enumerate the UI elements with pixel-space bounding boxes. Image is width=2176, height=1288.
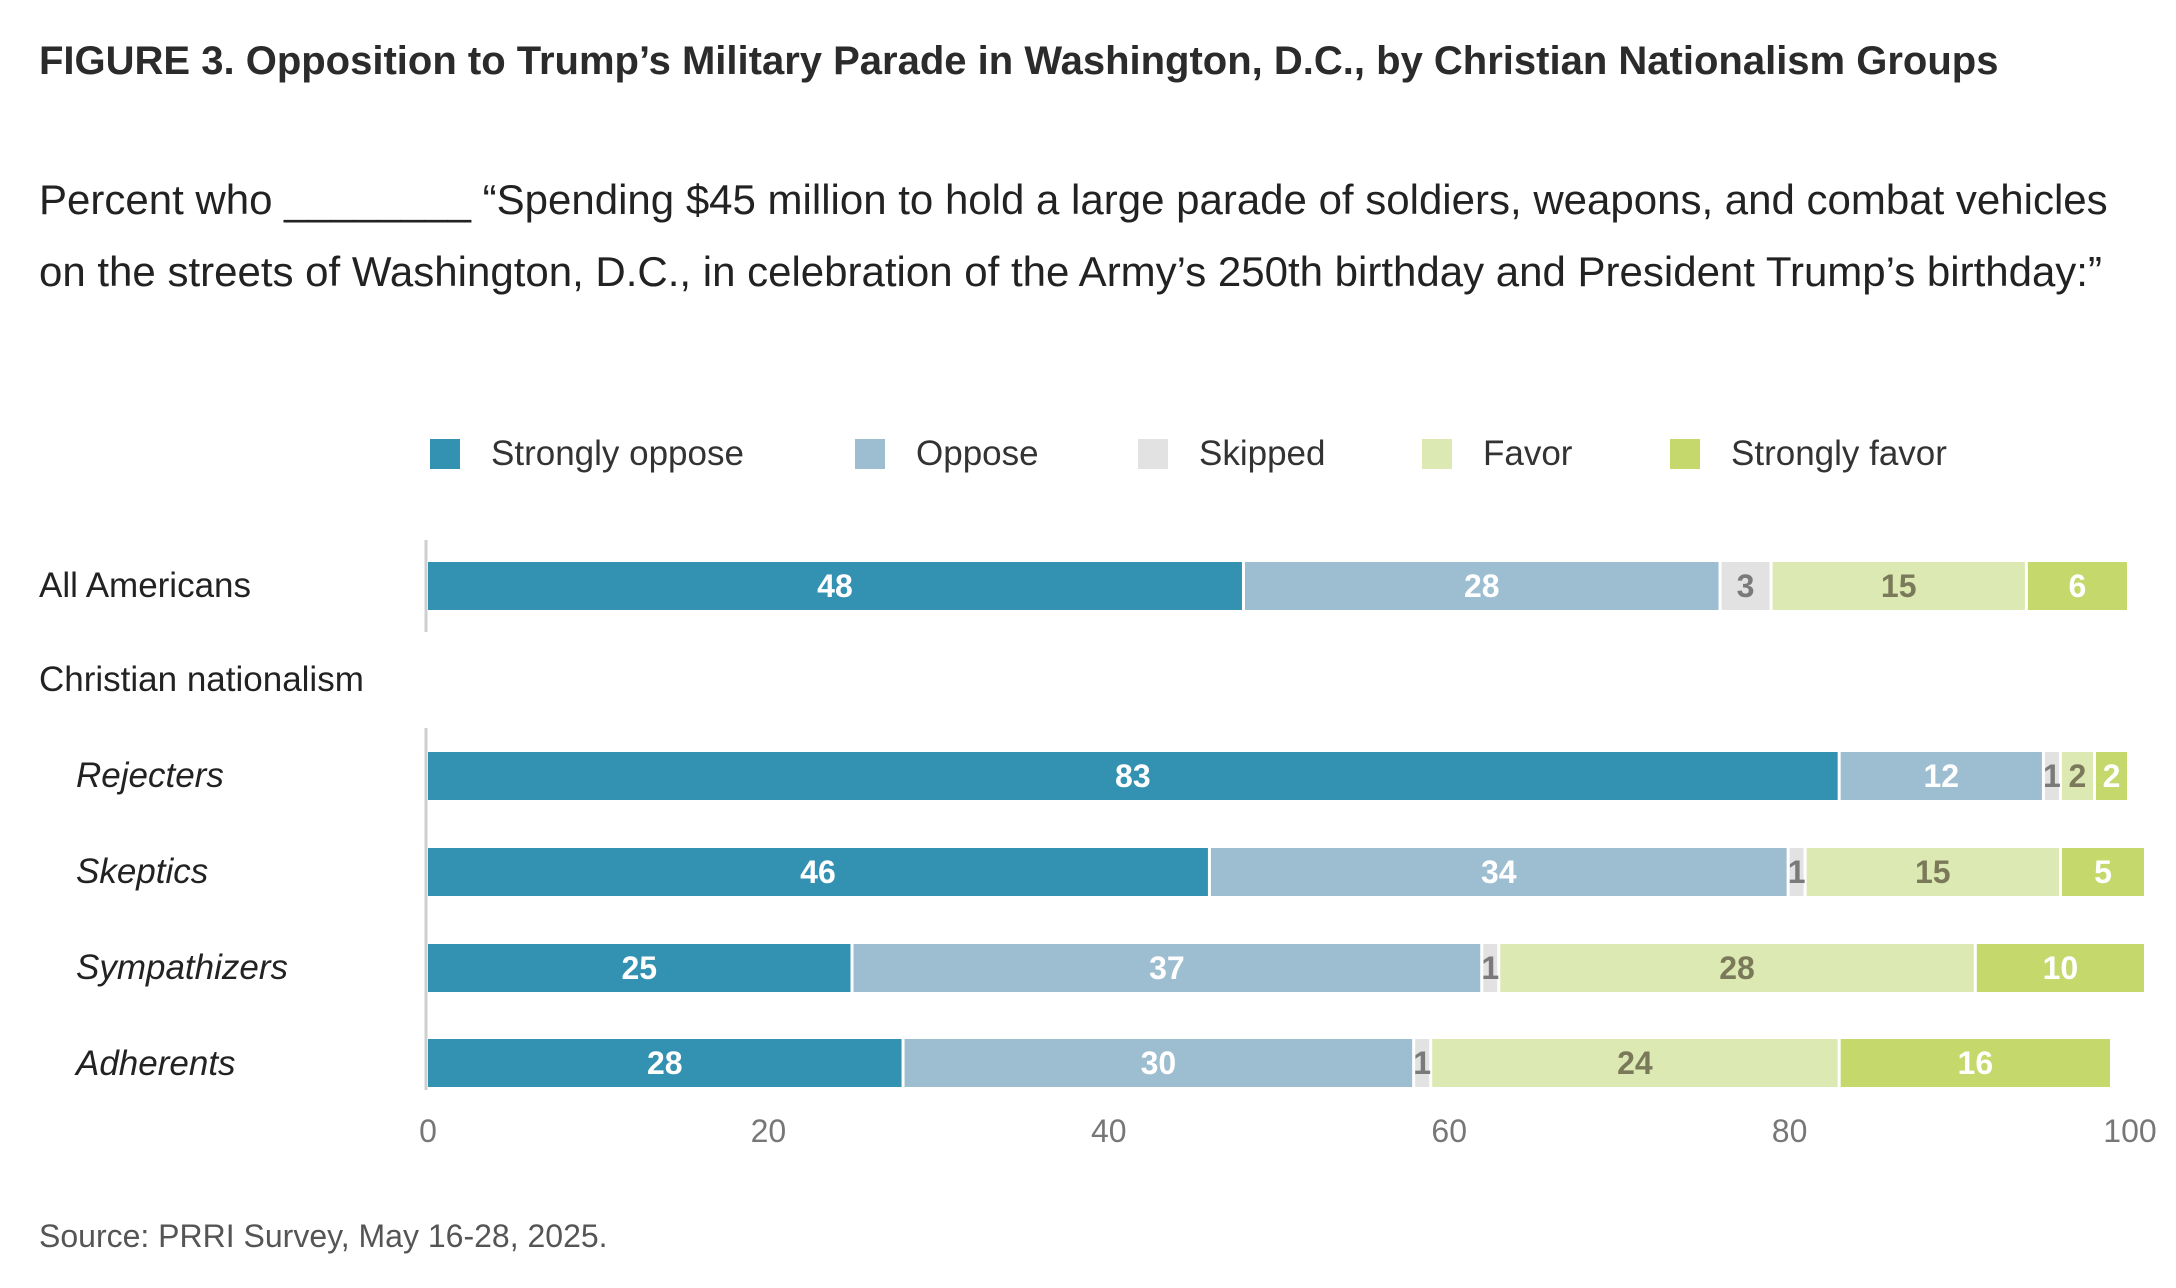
data-label-skeptics-strongly-oppose: 46: [800, 854, 836, 890]
data-label-adherents-strongly-favor: 16: [1958, 1045, 1994, 1081]
data-label-sympathizers-oppose: 37: [1149, 950, 1185, 986]
data-label-all-americans-strongly-favor: 6: [2069, 568, 2087, 604]
chart-title: FIGURE 3. Opposition to Trump’s Military…: [39, 39, 1999, 83]
bar-sympathizers-strongly-oppose: [428, 944, 851, 992]
legend-swatch-oppose: [855, 439, 885, 469]
data-label-sympathizers-skipped: 1: [1481, 950, 1499, 986]
legend-swatch-skipped: [1138, 439, 1168, 469]
bar-sympathizers-favor: [1500, 944, 1974, 992]
data-label-rejecters-oppose: 12: [1923, 758, 1959, 794]
bar-adherents-strongly-oppose: [428, 1039, 902, 1087]
data-label-rejecters-skipped: 1: [2043, 758, 2061, 794]
data-label-sympathizers-favor: 28: [1719, 950, 1755, 986]
bar-all-americans-skipped: [1721, 562, 1770, 610]
data-label-rejecters-strongly-favor: 2: [2103, 758, 2121, 794]
bar-sympathizers-skipped: [1483, 944, 1498, 992]
source-note: Source: PRRI Survey, May 16-28, 2025.: [39, 1218, 608, 1254]
bar-skeptics-strongly-oppose: [428, 848, 1208, 896]
data-label-sympathizers-strongly-favor: 10: [2043, 950, 2079, 986]
data-label-all-americans-oppose: 28: [1464, 568, 1500, 604]
bar-skeptics-favor: [1806, 848, 2059, 896]
bar-adherents-favor: [1432, 1039, 1838, 1087]
bar-adherents-strongly-favor: [1840, 1039, 2110, 1087]
data-label-all-americans-favor: 15: [1881, 568, 1917, 604]
x-tick-label-40: 40: [1091, 1113, 1127, 1149]
bar-all-americans-strongly-oppose: [428, 562, 1242, 610]
data-label-skeptics-strongly-favor: 5: [2094, 854, 2112, 890]
bar-skeptics-skipped: [1789, 848, 1804, 896]
legend-label-strongly-favor: Strongly favor: [1731, 434, 1947, 473]
bar-rejecters-oppose: [1840, 752, 2042, 800]
x-tick-label-20: 20: [751, 1113, 787, 1149]
data-label-skeptics-favor: 15: [1915, 854, 1951, 890]
data-label-skeptics-skipped: 1: [1788, 854, 1806, 890]
data-label-adherents-favor: 24: [1617, 1045, 1653, 1081]
bar-all-americans-favor: [1772, 562, 2025, 610]
legend-swatch-favor: [1422, 439, 1452, 469]
bar-rejecters-strongly-oppose: [428, 752, 1838, 800]
chart-subtitle: Percent who ________ “Spending $45 milli…: [39, 176, 2108, 295]
bar-rejecters-strongly-favor: [2095, 752, 2127, 800]
legend-swatch-strongly-oppose: [430, 439, 460, 469]
bar-all-americans-oppose: [1244, 562, 1719, 610]
row-label-sympathizers: Sympathizers: [76, 948, 289, 987]
data-label-skeptics-oppose: 34: [1481, 854, 1517, 890]
bar-skeptics-oppose: [1210, 848, 1787, 896]
legend-label-skipped: Skipped: [1199, 434, 1326, 473]
data-label-all-americans-strongly-oppose: 48: [817, 568, 853, 604]
legend-label-favor: Favor: [1483, 434, 1573, 473]
legend-swatch-strongly-favor: [1670, 439, 1700, 469]
group-heading-christian-nationalism: Christian nationalism: [39, 660, 364, 699]
bar-adherents-skipped: [1415, 1039, 1430, 1087]
x-tick-label-0: 0: [419, 1113, 437, 1149]
data-label-adherents-skipped: 1: [1413, 1045, 1431, 1081]
bar-all-americans-strongly-favor: [2027, 562, 2127, 610]
row-label-rejecters: Rejecters: [76, 756, 224, 795]
row-label-adherents: Adherents: [76, 1044, 236, 1083]
data-label-sympathizers-strongly-oppose: 25: [621, 950, 657, 986]
bar-rejecters-skipped: [2044, 752, 2059, 800]
data-label-rejecters-strongly-oppose: 83: [1115, 758, 1151, 794]
legend-label-oppose: Oppose: [916, 434, 1039, 473]
x-tick-label-100: 100: [2103, 1113, 2156, 1149]
bar-skeptics-strongly-favor: [2061, 848, 2145, 896]
x-tick-label-80: 80: [1772, 1113, 1808, 1149]
data-label-adherents-strongly-oppose: 28: [647, 1045, 683, 1081]
data-label-all-americans-skipped: 3: [1737, 568, 1755, 604]
data-label-rejecters-favor: 2: [2069, 758, 2087, 794]
bar-rejecters-favor: [2061, 752, 2093, 800]
row-label-all-americans: All Americans: [39, 566, 252, 605]
legend-label-strongly-oppose: Strongly oppose: [491, 434, 744, 473]
bar-sympathizers-oppose: [853, 944, 1481, 992]
bar-sympathizers-strongly-favor: [1976, 944, 2145, 992]
x-tick-label-60: 60: [1431, 1113, 1467, 1149]
bar-adherents-oppose: [904, 1039, 1413, 1087]
row-label-skeptics: Skeptics: [76, 852, 209, 891]
data-label-adherents-oppose: 30: [1141, 1045, 1177, 1081]
